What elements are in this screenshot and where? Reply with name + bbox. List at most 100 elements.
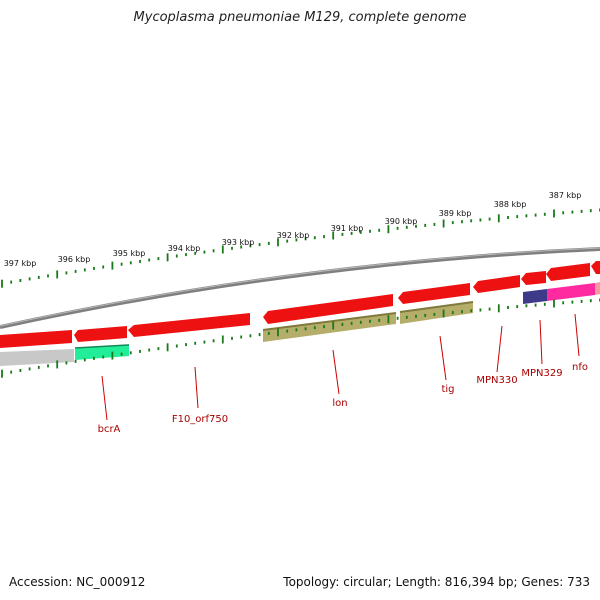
minor-tick [424, 313, 427, 317]
gene-label-F10_orf750[interactable]: F10_orf750 [172, 414, 228, 425]
outer-tick-ring [1, 208, 600, 288]
major-tick [332, 321, 335, 330]
minor-tick [28, 367, 31, 371]
minor-tick [341, 322, 344, 326]
ruler-label-391: 391 kbp [331, 224, 364, 233]
minor-tick [185, 253, 187, 257]
minor-tick [359, 320, 362, 324]
major-tick [166, 343, 169, 352]
minor-tick [203, 250, 206, 254]
major-tick [221, 335, 224, 344]
gene-label-nfo[interactable]: nfo [572, 362, 588, 373]
ruler-label-387: 387 kbp [549, 191, 582, 200]
ruler-label-392: 392 kbp [277, 231, 310, 240]
minor-tick [369, 229, 371, 233]
minor-tick [571, 210, 574, 214]
minor-tick [378, 228, 381, 232]
ruler-label-396: 396 kbp [58, 255, 91, 264]
minor-tick [286, 329, 289, 333]
minor-tick [405, 315, 408, 319]
minor-tick [83, 268, 86, 272]
minor-tick [120, 262, 123, 266]
minor-tick [396, 226, 399, 230]
minor-tick [249, 334, 252, 338]
minor-tick [74, 359, 77, 363]
cds-arrow[interactable] [473, 275, 520, 293]
minor-tick [240, 335, 243, 339]
minor-tick [525, 214, 528, 218]
pink-feature[interactable] [595, 282, 600, 295]
minor-tick [148, 258, 151, 262]
major-tick [166, 253, 169, 262]
minor-tick [212, 339, 215, 343]
grey-feature[interactable] [0, 349, 74, 366]
minor-tick [65, 361, 68, 365]
minor-tick [451, 311, 454, 315]
minor-tick [185, 343, 187, 347]
minor-tick [258, 333, 261, 337]
olive-feature[interactable] [400, 302, 473, 324]
minor-tick [47, 274, 49, 278]
cds-arrow[interactable] [521, 271, 546, 285]
cds-arrow[interactable] [398, 283, 470, 304]
minor-tick [129, 261, 132, 265]
minor-tick [231, 336, 233, 340]
minor-tick [194, 251, 197, 255]
gene-label-MPN329[interactable]: MPN329 [521, 368, 562, 379]
cds-arrow[interactable] [263, 294, 393, 324]
minor-tick [359, 230, 362, 234]
forward-strand-features [0, 261, 600, 348]
minor-tick [83, 358, 86, 362]
major-tick [111, 351, 114, 360]
genome-backbone [0, 247, 600, 329]
minor-tick [267, 331, 270, 335]
minor-tick [580, 299, 583, 303]
cds-arrow[interactable] [74, 326, 127, 342]
minor-tick [129, 351, 132, 355]
major-tick [497, 214, 500, 223]
magenta-feature[interactable] [547, 283, 595, 301]
minor-tick [295, 328, 298, 332]
minor-tick [120, 352, 123, 356]
minor-tick [37, 365, 40, 369]
minor-tick [461, 310, 463, 314]
minor-tick [28, 277, 31, 281]
ruler-label-395: 395 kbp [113, 249, 146, 258]
navy-feature[interactable] [523, 289, 547, 304]
minor-tick [534, 213, 537, 217]
minor-tick [415, 224, 417, 228]
major-tick [56, 360, 59, 369]
gene-label-lon[interactable]: lon [332, 398, 347, 409]
major-tick [221, 245, 224, 254]
cds-arrow[interactable] [591, 261, 600, 274]
gene-label-tig[interactable]: tig [441, 384, 454, 395]
minor-tick [139, 349, 141, 353]
gene-label-bcrA[interactable]: bcrA [98, 424, 121, 435]
olive-feature[interactable] [263, 313, 396, 342]
major-tick [497, 304, 500, 313]
cds-arrow[interactable] [128, 313, 250, 337]
minor-tick [286, 239, 289, 243]
gene-label-MPN330[interactable]: MPN330 [476, 375, 517, 386]
cds-arrow[interactable] [0, 330, 72, 348]
minor-tick [543, 212, 546, 216]
minor-tick [507, 216, 509, 219]
minor-tick [589, 299, 592, 303]
minor-tick [19, 369, 22, 372]
minor-tick [470, 219, 473, 223]
cds-arrow[interactable] [546, 263, 590, 281]
minor-tick [304, 237, 307, 241]
mint-feature[interactable] [75, 345, 129, 360]
minor-tick [102, 355, 105, 359]
major-tick [332, 231, 335, 240]
minor-tick [369, 319, 371, 323]
major-tick [387, 225, 390, 234]
minor-tick [240, 245, 243, 249]
minor-tick [175, 254, 178, 258]
ruler-label-389: 389 kbp [439, 209, 472, 218]
minor-tick [37, 275, 40, 279]
minor-tick [295, 238, 298, 242]
minor-tick [415, 314, 417, 318]
minor-tick [157, 257, 160, 261]
